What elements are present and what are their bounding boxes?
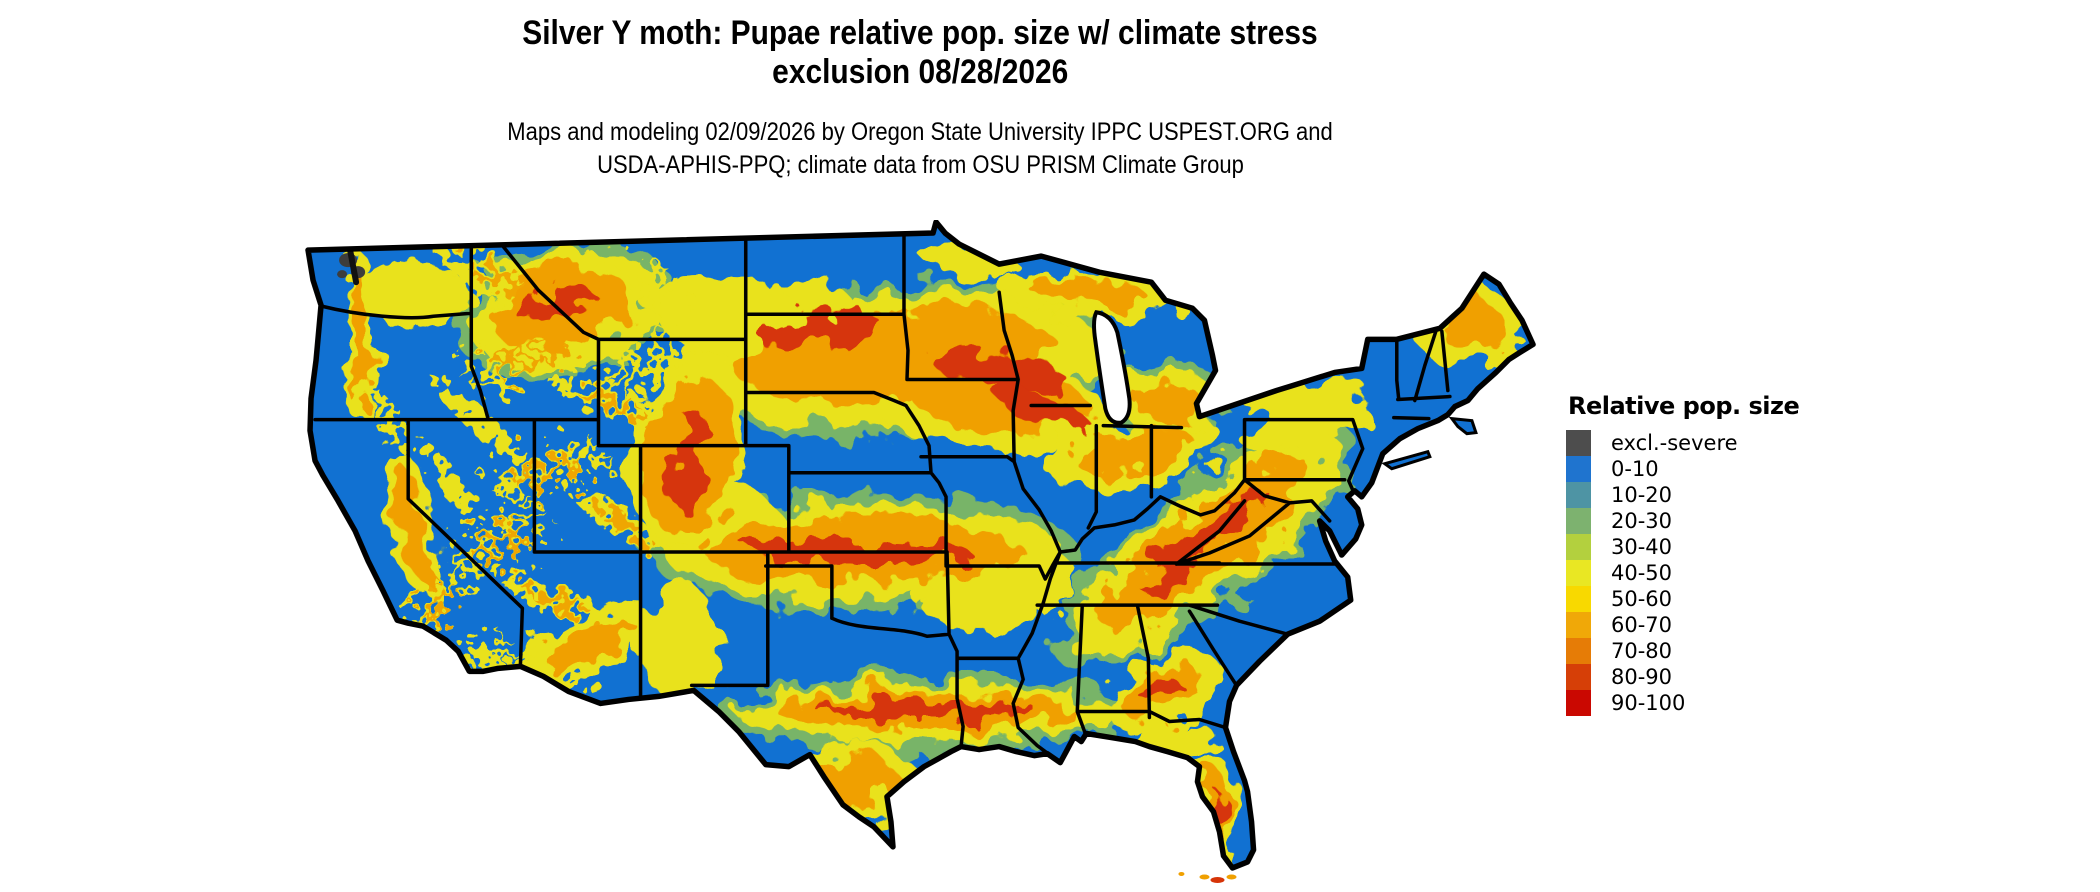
legend-swatch: [1566, 482, 1591, 508]
legend-swatch: [1566, 508, 1591, 534]
map-raster: [308, 222, 1533, 868]
legend-swatch: [1566, 612, 1591, 638]
legend-label: 10-20: [1611, 483, 1673, 507]
map-figure: [298, 220, 1540, 890]
lake-michigan: [1092, 310, 1132, 425]
legend-swatch: [1566, 586, 1591, 612]
legend-row: 10-20: [1566, 482, 1846, 508]
legend-row: 90-100: [1566, 690, 1846, 716]
title-line-2: exclusion 08/28/2026: [771, 53, 1069, 91]
cape-cod: [1448, 416, 1478, 436]
legend-row: 20-30: [1566, 508, 1846, 534]
page-subtitle: Maps and modeling 02/09/2026 by Oregon S…: [270, 116, 1570, 182]
legend-row: 70-80: [1566, 638, 1846, 664]
legend-swatch: [1566, 664, 1591, 690]
legend-swatch: [1566, 534, 1591, 560]
subtitle-line-1: Maps and modeling 02/09/2026 by Oregon S…: [507, 118, 1333, 146]
legend-label: 40-50: [1611, 561, 1673, 585]
legend-swatch: [1566, 456, 1591, 482]
legend-row: 40-50: [1566, 560, 1846, 586]
legend-swatch: [1566, 638, 1591, 664]
legend-row: 60-70: [1566, 612, 1846, 638]
legend-row: 30-40: [1566, 534, 1846, 560]
legend-label: excl.-severe: [1611, 431, 1738, 455]
legend-label: 80-90: [1611, 665, 1673, 689]
legend-label: 30-40: [1611, 535, 1673, 559]
legend-swatch: [1566, 430, 1591, 456]
legend-row: 80-90: [1566, 664, 1846, 690]
legend-row: 0-10: [1566, 456, 1846, 482]
subtitle-line-2: USDA-APHIS-PPQ; climate data from OSU PR…: [596, 151, 1244, 179]
legend-row: 50-60: [1566, 586, 1846, 612]
legend-label: 0-10: [1611, 457, 1659, 481]
legend-label: 20-30: [1611, 509, 1673, 533]
florida-keys: [1178, 871, 1237, 883]
legend-items: excl.-severe 0-10 10-20 20-30 30-40 40-5…: [1566, 430, 1846, 716]
title-line-1: Silver Y moth: Pupae relative pop. size …: [522, 14, 1318, 52]
legend: Relative pop. size excl.-severe 0-10 10-…: [1566, 392, 1846, 716]
page-title: Silver Y moth: Pupae relative pop. size …: [270, 14, 1570, 92]
us-map-svg: [298, 220, 1540, 883]
legend-row: excl.-severe: [1566, 430, 1846, 456]
legend-label: 60-70: [1611, 613, 1673, 637]
legend-swatch: [1566, 690, 1591, 716]
legend-swatch: [1566, 560, 1591, 586]
legend-label: 90-100: [1611, 691, 1686, 715]
long-island: [1381, 449, 1432, 471]
legend-title: Relative pop. size: [1568, 392, 1800, 420]
legend-label: 50-60: [1611, 587, 1673, 611]
legend-label: 70-80: [1611, 639, 1673, 663]
